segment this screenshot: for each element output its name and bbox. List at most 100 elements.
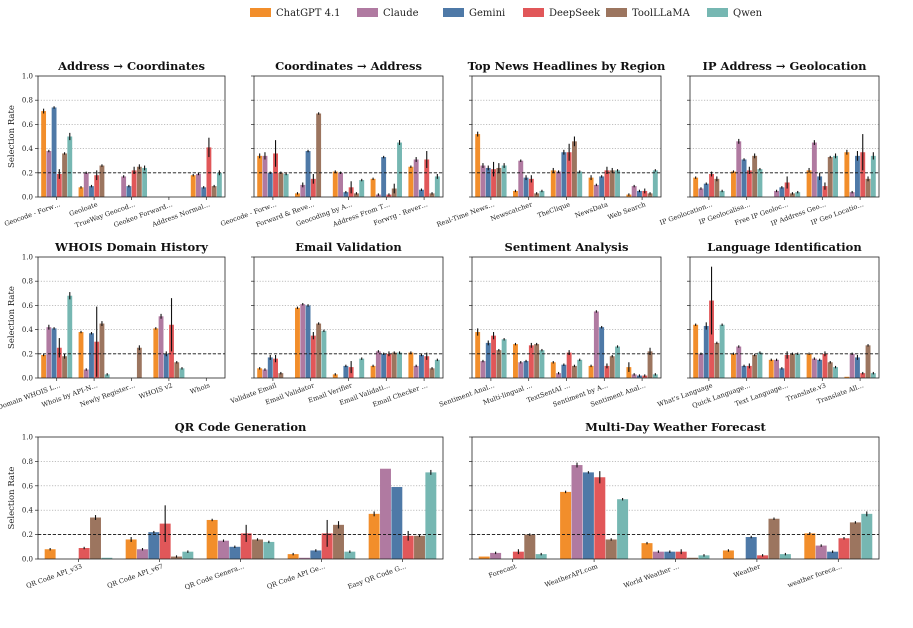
- y-tick-label: 0.4: [22, 145, 34, 153]
- y-axis-label: Selection Rate: [7, 286, 17, 349]
- bar-1-2: [582, 472, 594, 559]
- bar-1-0: [295, 193, 300, 197]
- bar-1-1: [518, 160, 524, 197]
- bar-2-5: [359, 180, 365, 197]
- bar-2-1: [556, 171, 562, 197]
- bar-0-1: [480, 165, 486, 197]
- axes-frame: [37, 256, 226, 379]
- legend-swatch-1: [357, 8, 378, 17]
- bar-4-3: [642, 190, 648, 197]
- bar-1-5: [539, 190, 545, 197]
- bar-3-4: [827, 157, 833, 197]
- bar-1-4: [99, 165, 105, 197]
- bar-3-5: [344, 551, 356, 559]
- bar-2-5: [359, 358, 365, 378]
- bar-0-1: [490, 552, 502, 559]
- bar-1-1: [736, 346, 742, 378]
- bar-2-5: [263, 541, 275, 559]
- bar-2-2: [664, 551, 676, 559]
- bar-4-3: [860, 373, 866, 378]
- bar-1-1: [571, 465, 583, 559]
- bar-1-5: [539, 350, 545, 378]
- bar-4-3: [860, 152, 866, 197]
- bar-1-5: [757, 352, 763, 378]
- bar-2-4: [789, 353, 795, 378]
- bar-3-1: [158, 316, 164, 378]
- bar-2-2: [561, 152, 567, 197]
- bar-1-0: [125, 539, 137, 559]
- bar-1-2: [523, 361, 529, 378]
- bar-3-5: [179, 368, 185, 378]
- axes-frame: [253, 256, 444, 379]
- bar-2-4: [789, 193, 795, 197]
- bar-1-0: [513, 190, 518, 197]
- bar-4-0: [626, 194, 632, 197]
- legend-label-2: Gemini: [469, 8, 505, 19]
- bar-3-3: [822, 186, 828, 197]
- bar-3-3: [822, 353, 828, 378]
- bar-4-4: [211, 186, 217, 197]
- bar-0-5: [501, 165, 507, 197]
- bar-2-0: [550, 362, 556, 378]
- bar-1-0: [560, 491, 572, 559]
- bar-4-2: [637, 190, 642, 197]
- bar-1-4: [752, 355, 758, 378]
- bar-4-0: [368, 513, 380, 559]
- bar-4-5: [870, 155, 876, 197]
- bar-2-1: [121, 176, 127, 197]
- bar-3-1: [299, 557, 310, 559]
- bar-3-4: [609, 170, 615, 197]
- legend-label-0: ChatGPT 4.1: [276, 8, 341, 19]
- bar-3-1: [375, 351, 381, 378]
- axes-frame: [689, 256, 880, 379]
- bar-0-4: [714, 178, 720, 197]
- bar-2-4: [571, 365, 577, 378]
- bar-2-3: [131, 170, 137, 197]
- x-tick-label: Weather: [733, 562, 763, 579]
- bar-2-4: [252, 539, 263, 559]
- bar-3-2: [599, 176, 605, 197]
- bar-2-1: [774, 190, 780, 197]
- bar-3-3: [604, 170, 610, 197]
- x-tick-label: TheClique: [536, 200, 571, 219]
- bar-1-2: [148, 532, 160, 559]
- bar-0-5: [283, 174, 289, 197]
- bar-0-3: [273, 358, 278, 378]
- x-tick-label: QR Code API Ge…: [266, 562, 326, 591]
- bar-0-4: [524, 534, 536, 559]
- bar-0-1: [46, 327, 52, 378]
- bar-2-4: [136, 166, 142, 197]
- bar-1-3: [594, 477, 606, 559]
- bar-2-3: [784, 355, 790, 378]
- bar-2-3: [240, 533, 252, 559]
- bar-0-5: [67, 295, 73, 378]
- bar-3-4: [768, 518, 780, 559]
- bar-4-4: [865, 345, 871, 378]
- bar-2-1: [652, 551, 664, 559]
- bar-3-0: [153, 328, 159, 378]
- axes-frame: [471, 75, 662, 198]
- bar-3-5: [397, 142, 402, 197]
- legend-swatch-4: [606, 8, 627, 17]
- bar-2-0: [768, 359, 774, 378]
- bar-1-1: [83, 369, 89, 378]
- bar-0-2: [267, 357, 273, 378]
- bar-4-1: [413, 159, 419, 197]
- bar-2-5: [795, 353, 801, 378]
- bar-0-1: [46, 151, 52, 197]
- axes-frame: [471, 256, 662, 379]
- bar-0-5: [501, 339, 507, 378]
- bar-4-4: [414, 535, 425, 559]
- bar-4-5: [434, 176, 440, 197]
- legend-swatch-5: [707, 8, 728, 17]
- bar-3-1: [593, 311, 599, 378]
- y-tick-label: 0.4: [22, 326, 34, 334]
- bar-0-3: [491, 169, 496, 197]
- bar-1-1: [300, 184, 306, 197]
